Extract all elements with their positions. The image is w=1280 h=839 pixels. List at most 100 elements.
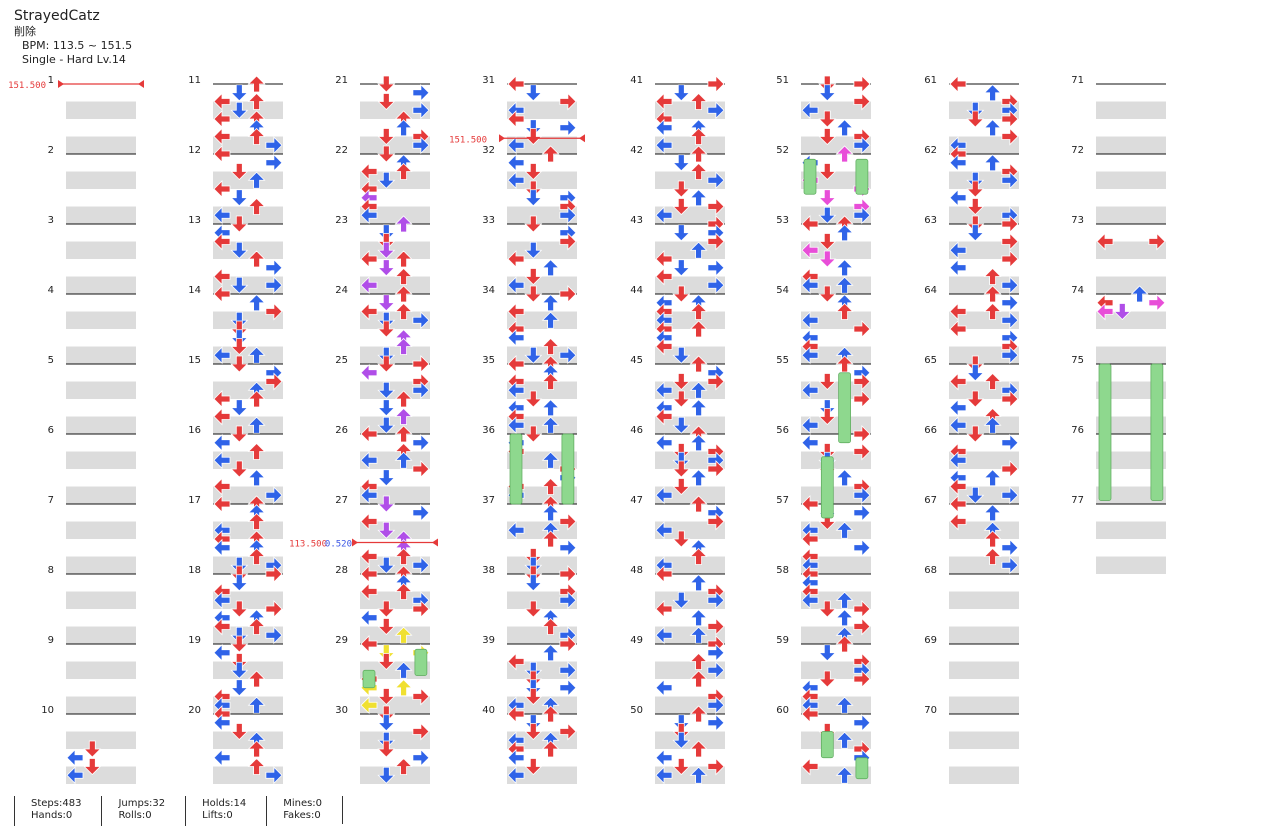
- arrow-d-icon: [377, 381, 396, 399]
- measure-band: [949, 521, 1019, 539]
- measure-number: 50: [630, 705, 643, 716]
- measure-50: 50: [630, 705, 725, 784]
- measure-band: [655, 766, 725, 784]
- arrow-u-icon: [541, 399, 560, 417]
- arrow-u-icon: [394, 285, 413, 303]
- arrow-d-icon: [524, 189, 543, 207]
- arrow-d-icon: [672, 346, 691, 364]
- arrow-l-icon: [507, 652, 525, 671]
- arrow-r-icon: [707, 372, 725, 391]
- arrow-l-icon: [507, 75, 525, 93]
- arrow-u-icon: [394, 119, 413, 137]
- arrow-r-icon: [1001, 311, 1019, 330]
- measure-19: 19: [188, 635, 283, 714]
- measure-band: [66, 416, 136, 434]
- arrow-r-icon: [853, 136, 871, 155]
- arrow-u-icon: [835, 276, 854, 294]
- arrow-l-icon: [655, 118, 673, 137]
- arrow-d-icon: [230, 338, 249, 356]
- measure-band: [360, 206, 430, 224]
- arrow-r-icon: [265, 626, 283, 645]
- measure-band: [213, 276, 283, 294]
- arrow-d-icon: [524, 128, 543, 146]
- arrow-u-icon: [689, 609, 708, 627]
- hold-body: [820, 456, 834, 519]
- arrow-r-icon: [1001, 433, 1019, 452]
- measure-band: [507, 626, 577, 644]
- arrow-d-icon: [83, 740, 102, 758]
- measure-32: 32: [482, 145, 577, 224]
- measure-number: 48: [630, 565, 643, 576]
- arrow-d-icon: [230, 635, 249, 653]
- arrow-u-icon: [394, 337, 413, 355]
- arrow-r-icon: [559, 285, 577, 303]
- measure-number: 19: [188, 635, 201, 646]
- measure-number: 66: [924, 425, 937, 436]
- arrow-u-icon: [835, 259, 854, 277]
- arrow-d-icon: [230, 355, 249, 373]
- arrow-l-icon: [360, 635, 378, 653]
- arrow-u-icon: [541, 740, 560, 758]
- arrow-d-icon: [377, 416, 396, 434]
- arrow-u-icon: [541, 451, 560, 469]
- arrow-l-icon: [801, 311, 819, 330]
- arrow-d-icon: [377, 618, 396, 636]
- arrow-l-icon: [213, 92, 231, 111]
- arrow-r-icon: [1001, 127, 1019, 146]
- arrow-l-icon: [507, 521, 525, 540]
- arrow-l-icon: [213, 232, 231, 251]
- measure-number: 32: [482, 145, 495, 156]
- measure-band: [949, 486, 1019, 504]
- arrow-u-icon: [835, 591, 854, 609]
- measure-band: [213, 696, 283, 714]
- measure-number: 37: [482, 495, 495, 506]
- measure-45: 45: [630, 355, 725, 434]
- measure-band: [655, 241, 725, 259]
- arrow-l-icon: [949, 512, 967, 531]
- measure-band: [949, 766, 1019, 784]
- measure-band: [949, 416, 1019, 434]
- measure-band: [1096, 276, 1166, 294]
- arrow-d-icon: [818, 408, 837, 426]
- measure-8: 8: [48, 565, 136, 644]
- bpm-marker: 151.500: [449, 134, 585, 145]
- measure-band: [507, 136, 577, 154]
- arrow-u-icon: [394, 407, 413, 425]
- arrow-d-icon: [672, 390, 691, 408]
- measure-band: [213, 381, 283, 399]
- stat-holds: Holds:14: [202, 798, 247, 809]
- arrow-d-icon: [377, 644, 396, 662]
- arrow-l-icon: [655, 766, 673, 785]
- arrow-d-icon: [377, 311, 396, 329]
- arrow-l-icon: [360, 696, 378, 715]
- stats-end-divider: [342, 796, 344, 824]
- arrow-r-icon: [412, 311, 430, 330]
- arrow-l-icon: [507, 153, 525, 172]
- arrow-d-icon: [377, 224, 396, 242]
- arrow-u-icon: [835, 119, 854, 137]
- arrow-u-icon: [247, 127, 266, 145]
- measure-band: [213, 206, 283, 224]
- arrow-r-icon: [559, 118, 577, 137]
- arrow-r-icon: [853, 670, 871, 688]
- arrow-l-icon: [213, 495, 231, 513]
- arrow-l-icon: [66, 748, 84, 767]
- measure-11: 11: [188, 75, 283, 154]
- measure-band: [360, 626, 430, 644]
- measure-44: 44: [630, 285, 725, 364]
- measure-number: 49: [630, 635, 643, 646]
- bpm-value: 113.500: [289, 540, 327, 550]
- arrow-r-icon: [559, 635, 577, 653]
- hold-body: [820, 731, 834, 759]
- stat-mines-fakes: Mines:0 Fakes:0: [266, 796, 342, 826]
- arrow-u-icon: [689, 626, 708, 644]
- measure-number: 27: [335, 495, 348, 506]
- arrow-u-icon: [689, 92, 708, 110]
- measure-band: [655, 451, 725, 469]
- measure-number: 59: [776, 635, 789, 646]
- measure-band: [213, 346, 283, 364]
- measure-band: [655, 171, 725, 189]
- measure-band: [507, 591, 577, 609]
- measure-13: 13: [188, 215, 283, 294]
- arrow-u-icon: [689, 652, 708, 670]
